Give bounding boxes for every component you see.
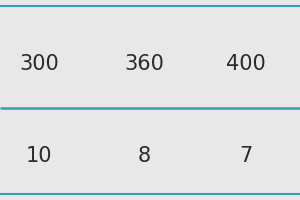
Text: 400: 400 <box>226 54 266 74</box>
Text: 8: 8 <box>137 146 151 166</box>
Text: 360: 360 <box>124 54 164 74</box>
Text: 7: 7 <box>239 146 253 166</box>
Text: 10: 10 <box>26 146 52 166</box>
Text: 300: 300 <box>19 54 59 74</box>
